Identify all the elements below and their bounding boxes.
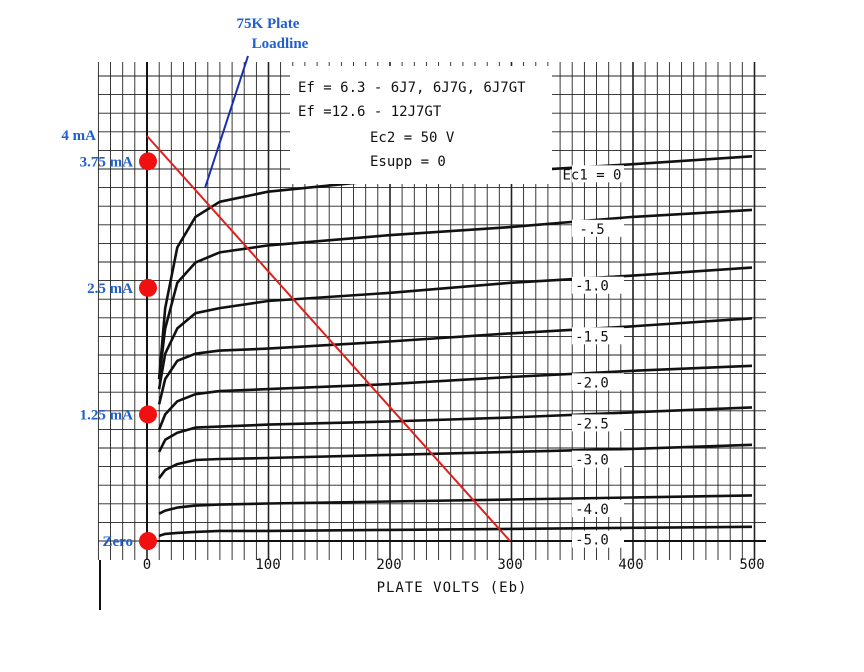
plate-curve (157, 317, 753, 405)
curve-label-bg (572, 327, 624, 345)
loadline-annotation-line2: Loadline (252, 36, 309, 52)
x-tick-label: 300 (497, 557, 522, 573)
x-tick-label: 200 (376, 557, 401, 573)
curve-label-bg (572, 276, 624, 294)
annotation-pointer-line (204, 55, 249, 189)
note-ec2: Ec2 = 50 V (370, 130, 455, 146)
plate-curves (157, 155, 753, 538)
note-esupp: Esupp = 0 (370, 154, 446, 170)
loadline (146, 135, 511, 542)
curve-label-bg (572, 500, 624, 518)
curve-label-bg (572, 414, 624, 432)
x-tick-label: 500 (739, 557, 764, 573)
marker-dot (139, 152, 157, 171)
note-ef-12-6: Ef =12.6 - 12J7GT (298, 104, 442, 120)
x-tick-label: 100 (255, 557, 280, 573)
curve-label-bg (572, 530, 624, 548)
plate-curve (157, 406, 753, 453)
y-axis-markers (139, 152, 157, 550)
x-axis-title: PLATE VOLTS (Eb) (377, 580, 528, 596)
curve-label-bg (572, 219, 624, 237)
grid (97, 62, 766, 610)
curve-label: -2.0 (575, 375, 609, 391)
curve-label: -.5 (579, 222, 604, 238)
curve-label-bg (572, 450, 624, 468)
plate-curve (158, 443, 753, 479)
y-marker-label: 4 mA (61, 128, 96, 144)
curve-label: Ec1 = 0 (562, 167, 621, 183)
y-marker-label: Zero (102, 534, 133, 550)
marker-dot (139, 405, 157, 424)
curve-label: -1.5 (575, 329, 609, 345)
plate-curve (157, 266, 753, 390)
plate-curve (158, 525, 753, 538)
y-marker-labels: 4 mA 3.75 mA 2.5 mA 1.25 mA Zero (61, 128, 133, 550)
note-ef-6-3: Ef = 6.3 - 6J7, 6J7G, 6J7GT (298, 80, 526, 96)
loadline-annotation-line1: 75K Plate (237, 16, 300, 32)
plate-curve (157, 155, 753, 380)
x-tick-label: 400 (618, 557, 643, 573)
plate-curve (157, 364, 753, 431)
plate-curve (157, 208, 753, 380)
curve-label-bg (572, 373, 624, 391)
y-marker-label: 2.5 mA (87, 281, 133, 297)
marker-dot (139, 278, 157, 297)
x-axis-ticks: 0 100 200 300 400 500 (143, 557, 765, 573)
curve-label: -2.5 (575, 416, 609, 432)
loadline-group (146, 135, 511, 542)
curve-label: -5.0 (575, 533, 609, 549)
notes-box (290, 66, 552, 184)
curve-label: -3.0 (575, 453, 609, 469)
curve-label: -4.0 (575, 502, 609, 518)
y-marker-label: 3.75 mA (80, 154, 133, 170)
curve-label-bg (572, 165, 624, 183)
x-tick-label: 0 (143, 557, 151, 573)
y-marker-label: 1.25 mA (80, 407, 133, 423)
plate-curve (158, 494, 753, 515)
marker-dot (139, 532, 157, 550)
curve-label: -1.0 (575, 279, 609, 295)
curve-labels: Ec1 = 0 -.5 -1.0 -1.5 -2.0 -2.5 -3.0 -4.0 -5.0 (562, 165, 624, 549)
